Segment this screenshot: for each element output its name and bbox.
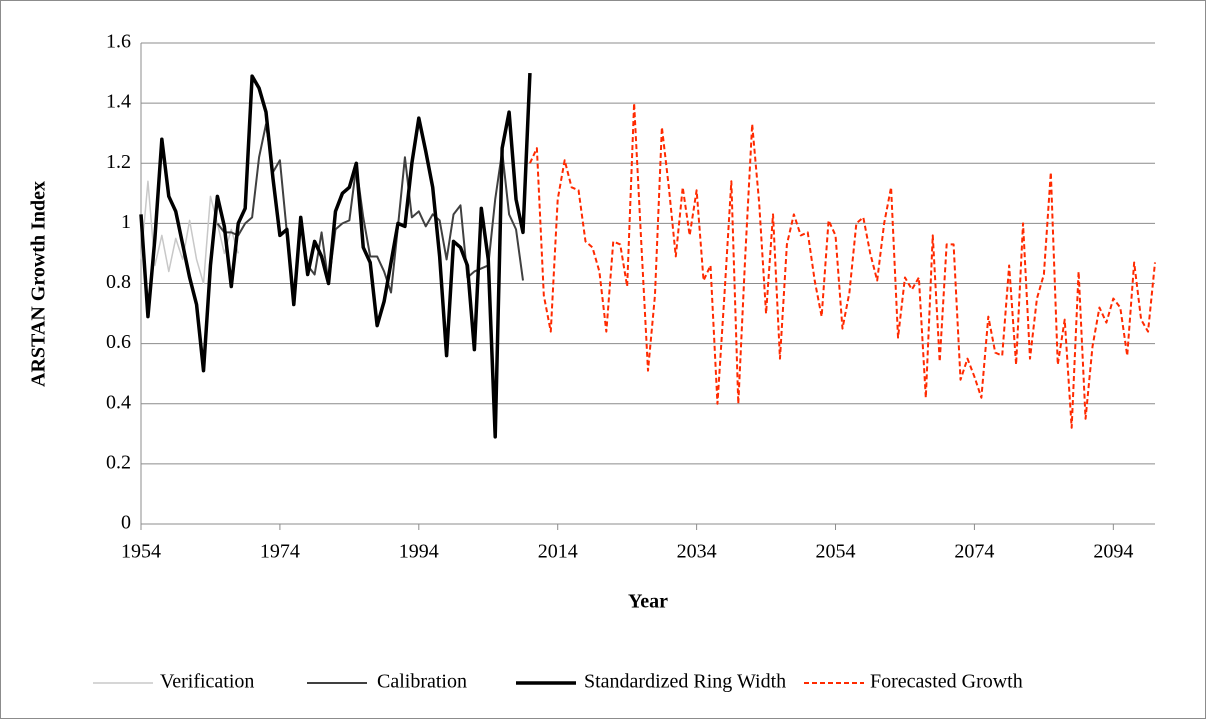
- y-tick-label: 1.6: [106, 31, 131, 53]
- plot-lines: [139, 72, 1156, 439]
- legend-label: Forecasted Growth: [870, 671, 1023, 693]
- legend: Verification Calibration Standardized Ring…: [93, 671, 1023, 693]
- x-tick-label: 2014: [538, 541, 578, 563]
- x-tick-label: 2074: [954, 541, 994, 563]
- series-line: [139, 72, 532, 439]
- y-tick-label: 1: [121, 211, 131, 233]
- grid: [141, 42, 1155, 525]
- y-tick-label: 0.4: [106, 391, 131, 413]
- axes: 0 0.2 0.4 0.6 0.8 1 1.2 1.4 1.6 1954 1974 1994 2014 2…: [106, 31, 1133, 563]
- x-tick-label: 2094: [1093, 541, 1133, 563]
- x-tick-label: 2054: [816, 541, 856, 563]
- legend-label: Verification: [160, 671, 254, 693]
- y-tick-label: 0.2: [106, 451, 131, 473]
- legend-label: Calibration: [377, 671, 467, 693]
- x-tick-label: 1994: [399, 541, 439, 563]
- series-line: [529, 102, 1156, 429]
- y-tick-label: 1.4: [106, 91, 131, 113]
- y-tick-label: 0: [121, 512, 131, 534]
- y-axis-title: ARSTAN Growth Index: [28, 181, 50, 387]
- y-tick-label: 1.2: [106, 151, 131, 173]
- series-line: [140, 180, 239, 285]
- x-tick-label: 1974: [260, 541, 300, 563]
- legend-label: Standardized Ring Width: [584, 671, 786, 693]
- x-axis-title: Year: [628, 591, 668, 613]
- x-tick-label: 2034: [677, 541, 717, 563]
- y-tick-label: 0.6: [106, 331, 131, 353]
- y-tick-label: 0.8: [106, 271, 131, 293]
- x-tick-label: 1954: [121, 541, 161, 563]
